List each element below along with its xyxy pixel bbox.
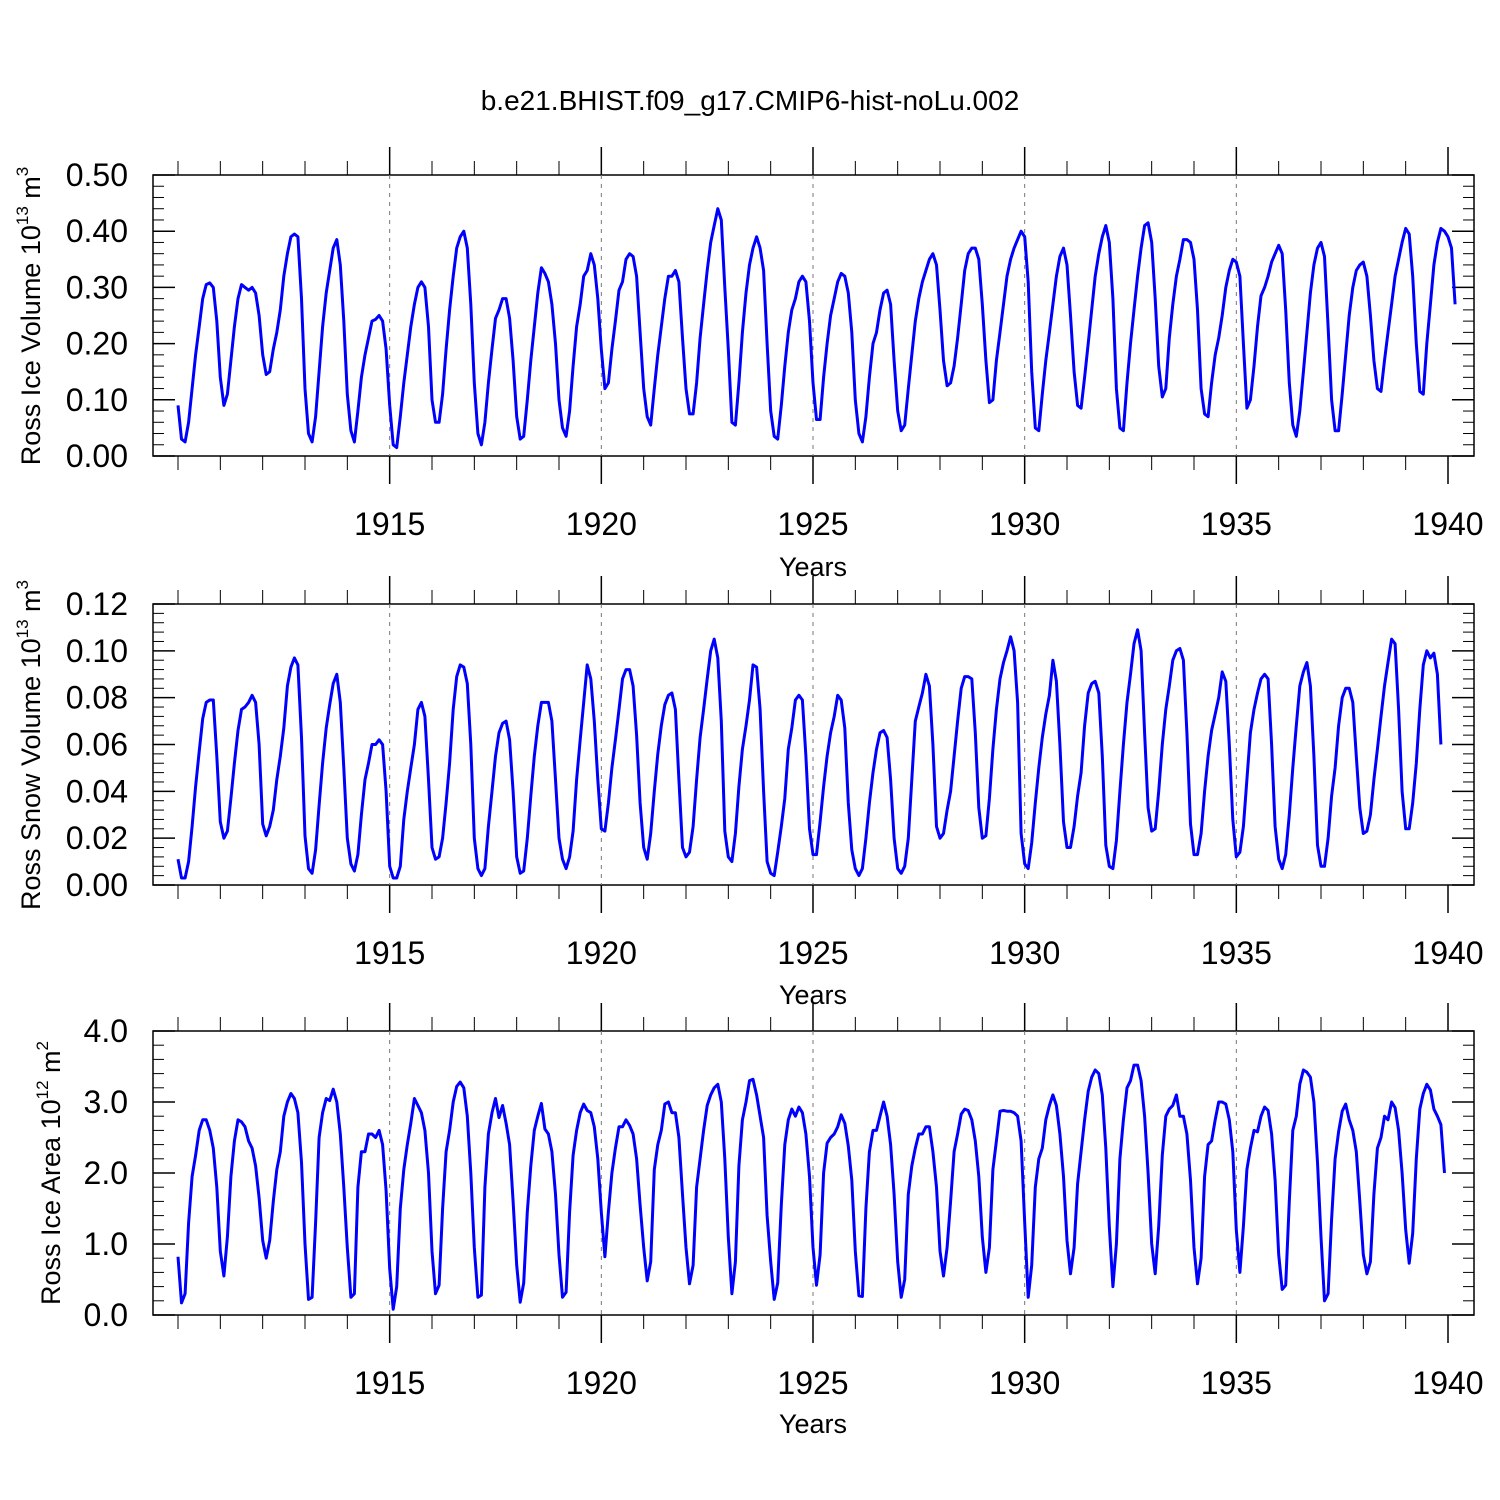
snow-volume-x-tick-labels: 1915 1920 1925 1930 1935 1940 [354,935,1484,971]
snow-volume-grid [389,604,1237,885]
ice-area-y-tick-label: 1.0 [84,1226,128,1262]
ice-area-ticks [153,1003,1474,1343]
ice-area-x-tick-labels: 1915 1920 1925 1930 1935 1940 [354,1365,1484,1401]
ice-volume-x-tick-label: 1940 [1412,506,1483,542]
ice-volume-y-tick-label: 0.30 [66,269,128,305]
snow-volume-y-tick-label: 0.00 [66,867,128,903]
snow-volume-y-tick-label: 0.12 [66,586,128,622]
ice-volume-y-axis-label: Ross Ice Volume 1013 m3 [13,167,46,466]
ice-volume-x-tick-labels: 1915 1920 1925 1930 1935 1940 [354,506,1484,542]
snow-volume-x-tick-label: 1935 [1201,935,1272,971]
snow-volume-y-tick-label: 0.08 [66,680,128,716]
ice-area-panel: 0.0 1.0 2.0 3.0 4.0 1915 1920 1925 1930 1935 1940… [33,1003,1484,1439]
ice-volume-x-tick-label: 1925 [777,506,848,542]
snow-volume-y-axis-label: Ross Snow Volume 1013 m3 [13,580,46,910]
snow-volume-series-line [176,628,1443,880]
snow-volume-y-tick-label: 0.06 [66,727,128,763]
snow-volume-y-tick-labels: 0.00 0.02 0.04 0.06 0.08 0.10 0.12 [66,586,128,903]
ice-area-x-axis-label: Years [779,1409,847,1439]
ice-area-series-line [176,1063,1446,1311]
ice-volume-panel: 0.00 0.10 0.20 0.30 0.40 0.50 1915 1920 1925 193… [13,147,1484,582]
ice-volume-x-tick-label: 1930 [989,506,1060,542]
ice-volume-y-tick-label: 0.00 [66,438,128,474]
ice-area-x-tick-label: 1935 [1201,1365,1272,1401]
snow-volume-x-tick-label: 1915 [354,935,425,971]
ice-volume-y-tick-labels: 0.00 0.10 0.20 0.30 0.40 0.50 [66,157,128,474]
figure-title: b.e21.BHIST.f09_g17.CMIP6-hist-noLu.002 [481,85,1020,116]
ice-area-x-tick-label: 1925 [777,1365,848,1401]
ice-area-y-tick-label: 4.0 [84,1013,128,1049]
ice-volume-ticks [153,147,1474,484]
ice-volume-series-line [176,207,1457,450]
ice-volume-x-tick-label: 1920 [566,506,637,542]
snow-volume-y-tick-label: 0.04 [66,773,128,809]
ice-volume-y-tick-label: 0.20 [66,326,128,362]
ice-area-x-tick-label: 1915 [354,1365,425,1401]
ice-area-y-tick-label: 3.0 [84,1084,128,1120]
ice-area-y-tick-label: 0.0 [84,1297,128,1333]
ice-volume-y-tick-label: 0.10 [66,382,128,418]
ice-volume-x-tick-label: 1935 [1201,506,1272,542]
ice-area-y-tick-label: 2.0 [84,1155,128,1191]
snow-volume-y-tick-label: 0.02 [66,820,128,856]
snow-volume-ticks [153,576,1474,913]
ice-volume-y-tick-label: 0.40 [66,213,128,249]
snow-volume-y-tick-label: 0.10 [66,633,128,669]
ice-area-x-tick-label: 1930 [989,1365,1060,1401]
snow-volume-x-tick-label: 1940 [1412,935,1483,971]
ice-area-x-tick-label: 1920 [566,1365,637,1401]
ice-area-y-tick-labels: 0.0 1.0 2.0 3.0 4.0 [84,1013,128,1333]
ice-area-x-tick-label: 1940 [1412,1365,1483,1401]
snow-volume-x-tick-label: 1920 [566,935,637,971]
ice-volume-x-tick-label: 1915 [354,506,425,542]
snow-volume-panel: 0.00 0.02 0.04 0.06 0.08 0.10 0.12 1915 1920 192… [13,576,1484,1010]
ice-volume-plot-frame [152,174,1475,457]
ice-area-y-axis-label: Ross Ice Area 1012 m2 [33,1041,66,1305]
ice-volume-y-tick-label: 0.50 [66,157,128,193]
snow-volume-x-tick-label: 1925 [777,935,848,971]
snow-volume-x-tick-label: 1930 [989,935,1060,971]
